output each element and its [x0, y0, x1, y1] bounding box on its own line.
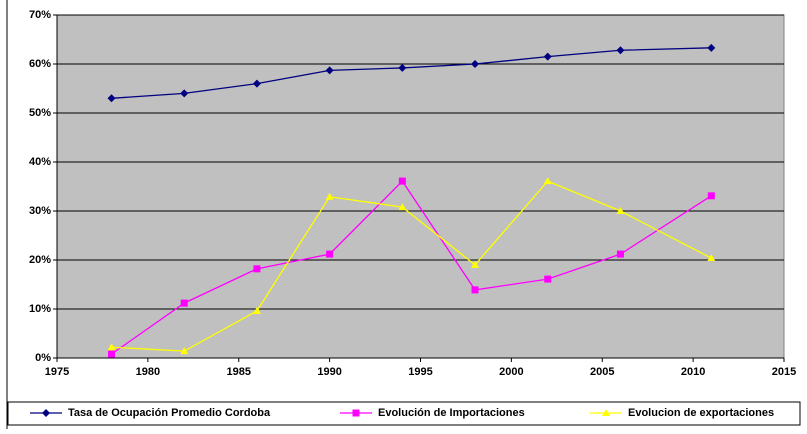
legend-marker — [352, 409, 360, 417]
marker — [180, 347, 189, 355]
marker — [707, 192, 715, 200]
marker — [252, 79, 261, 88]
marker — [543, 177, 552, 185]
x-tick-label: 1975 — [45, 366, 69, 378]
y-tick-label: 0% — [35, 352, 51, 364]
y-tick-label: 10% — [29, 303, 51, 315]
x-tick-label: 1995 — [408, 366, 432, 378]
marker — [398, 203, 407, 211]
marker — [107, 343, 116, 351]
x-tick-label: 1990 — [317, 366, 341, 378]
y-tick-label: 40% — [29, 156, 51, 168]
marker — [616, 250, 624, 258]
marker — [707, 254, 716, 262]
legend-label: Evolución de Importaciones — [378, 407, 525, 419]
marker — [180, 89, 189, 98]
marker — [108, 350, 116, 358]
x-tick-label: 2000 — [499, 366, 523, 378]
marker — [471, 260, 480, 268]
legend — [7, 401, 801, 426]
marker — [180, 299, 188, 307]
y-tick-label: 60% — [29, 58, 51, 70]
marker — [616, 207, 625, 214]
legend-label: Evolucion de exportaciones — [628, 407, 774, 419]
legend-marker — [602, 409, 610, 416]
marker — [616, 46, 625, 55]
marker — [471, 60, 480, 68]
legend-marker — [42, 409, 50, 417]
x-tick-label: 1980 — [136, 366, 160, 378]
marker — [326, 250, 334, 258]
legend-label: Tasa de Ocupación Promedio Cordoba — [68, 407, 271, 419]
marker — [398, 63, 407, 72]
y-tick-label: 30% — [29, 205, 51, 217]
marker — [398, 177, 406, 185]
marker — [471, 286, 479, 294]
marker — [325, 66, 334, 75]
y-tick-label: 20% — [29, 254, 51, 266]
y-tick-label: 50% — [29, 107, 51, 119]
x-tick-label: 2015 — [772, 366, 796, 378]
marker — [107, 94, 116, 103]
y-tick-label: 70% — [29, 9, 51, 21]
x-tick-label: 2005 — [590, 366, 614, 378]
marker — [543, 52, 552, 61]
marker — [252, 306, 261, 314]
marker — [325, 192, 334, 200]
x-tick-label: 2010 — [681, 366, 705, 378]
x-tick-label: 1985 — [227, 366, 251, 378]
marker — [707, 43, 716, 52]
marker — [253, 265, 261, 273]
marker — [544, 275, 552, 283]
